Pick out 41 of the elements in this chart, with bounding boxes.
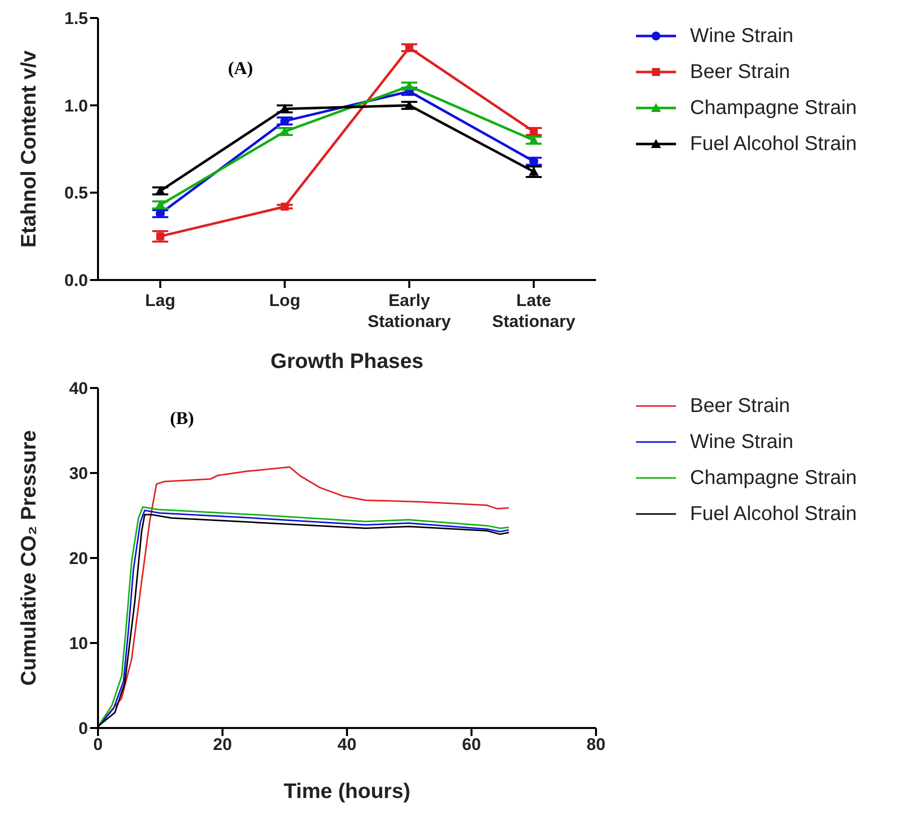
point bbox=[155, 186, 166, 195]
legend-label: Wine Strain bbox=[690, 430, 794, 454]
y-tick-label: 10 bbox=[69, 634, 88, 654]
x-tick-label: 60 bbox=[462, 735, 481, 754]
legend-label: Beer Strain bbox=[690, 394, 790, 418]
x-tick-label: Late Stationary bbox=[492, 291, 576, 331]
legend-label: Champagne Strain bbox=[690, 466, 857, 490]
y-tick-label: 1.5 bbox=[64, 9, 88, 28]
x-tick-label: Log bbox=[269, 291, 300, 310]
point bbox=[529, 156, 538, 166]
y-tick-label: 30 bbox=[69, 464, 88, 484]
y-tick-label: 1.0 bbox=[64, 96, 88, 116]
legend-label: Fuel Alcohol Strain bbox=[690, 502, 857, 526]
x-tick-label: Early Stationary bbox=[368, 291, 452, 331]
y-tick-label: 40 bbox=[69, 379, 88, 398]
x-tick-label: 40 bbox=[338, 735, 356, 754]
x-axis-title: Time (hours) bbox=[284, 780, 410, 803]
y-tick-label: 0 bbox=[78, 719, 88, 738]
y-axis-title: Cumulative CO₂ Pressure bbox=[17, 430, 40, 686]
y-tick-label: 0.0 bbox=[64, 271, 88, 290]
legend-label: Beer Strain bbox=[690, 60, 790, 84]
y-axis-title: Etahnol Content v/v bbox=[17, 50, 40, 248]
annotation: (B) bbox=[170, 408, 194, 429]
x-tick-label: 0 bbox=[93, 735, 103, 754]
x-tick-label: 80 bbox=[586, 735, 606, 754]
x-tick-label: 20 bbox=[213, 735, 232, 754]
legend-label: Wine Strain bbox=[690, 24, 794, 48]
point bbox=[528, 166, 539, 176]
point bbox=[156, 232, 164, 240]
legend-label: Fuel Alcohol Strain bbox=[690, 132, 857, 156]
point bbox=[528, 135, 539, 144]
point bbox=[404, 81, 414, 90]
x-axis-title: Growth Phases bbox=[270, 350, 424, 373]
y-tick-label: 20 bbox=[69, 549, 88, 568]
point bbox=[156, 209, 165, 218]
point bbox=[280, 202, 289, 211]
y-tick-label: 0.5 bbox=[64, 184, 88, 203]
x-tick-label: Lag bbox=[145, 291, 176, 310]
legend-label: Champagne Strain bbox=[690, 96, 857, 120]
annotation: (A) bbox=[228, 58, 253, 79]
point bbox=[155, 200, 166, 209]
